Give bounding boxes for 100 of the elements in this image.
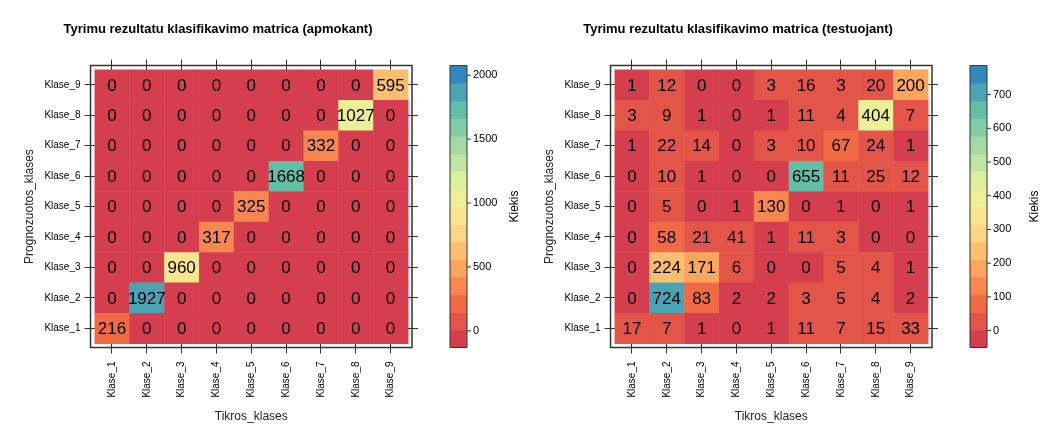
color-bar-label: 1000: [473, 196, 498, 209]
chart-title: Tyrimu rezultatu klasifikavimo matrica (testuojant): [583, 21, 893, 37]
color-bar-label: 500: [993, 155, 1012, 168]
data-label: 0: [731, 318, 742, 338]
data-label: 22: [657, 136, 677, 156]
data-label: 0: [385, 166, 396, 186]
y-tick-label: Klase_1: [564, 322, 601, 333]
x-tick-label: Klase_7: [834, 361, 846, 398]
y-tick-label: Klase_6: [564, 169, 601, 181]
data-label: 7: [905, 105, 916, 125]
x-tick-label: Klase_2: [140, 361, 152, 398]
data-label: 0: [281, 75, 291, 95]
data-label: 325: [237, 197, 266, 217]
x-tick-label: Klase_6: [799, 361, 811, 398]
data-label: 14: [692, 136, 712, 156]
y-tick-label: Klase_9: [564, 78, 601, 90]
data-label: 33: [901, 318, 921, 338]
data-label: 0: [246, 136, 256, 156]
data-label: 0: [316, 258, 326, 278]
color-bar-label: 600: [993, 121, 1012, 134]
x-tick-label: Klase_8: [869, 361, 881, 398]
data-label: 0: [385, 258, 396, 278]
data-label: 83: [692, 288, 712, 308]
data-label: 0: [107, 105, 117, 125]
data-label: 0: [211, 197, 222, 217]
data-label: 0: [142, 258, 152, 278]
data-label: 0: [176, 75, 187, 95]
data-label: 0: [627, 197, 637, 217]
data-label: 0: [905, 227, 916, 247]
y-tick-label: Klase_4: [564, 230, 601, 242]
data-label: 4: [836, 105, 846, 125]
data-label: 0: [316, 318, 326, 338]
x-tick-label: Klase_5: [765, 361, 777, 398]
color-bar-label: 200: [993, 256, 1012, 269]
x-tick-label: Klase_1: [105, 361, 117, 398]
data-label: 1: [696, 166, 707, 186]
data-label: 0: [211, 105, 222, 125]
data-label: 1: [627, 75, 637, 95]
data-label: 0: [142, 318, 152, 338]
color-bar-label: 100: [993, 289, 1012, 302]
data-label: 1: [905, 258, 916, 278]
data-label: 0: [385, 197, 396, 217]
data-label: 3: [627, 105, 637, 125]
data-label: 0: [281, 136, 291, 156]
data-label: 0: [627, 227, 637, 247]
data-label: 20: [866, 75, 886, 95]
data-label: 11: [797, 318, 815, 338]
x-tick-label: Klase_7: [314, 361, 326, 398]
data-label: 0: [176, 166, 187, 186]
y-tick-label: Klase_6: [44, 169, 81, 181]
chart-title: Tyrimu rezultatu klasifikavimo matrica (apmokant): [63, 21, 373, 37]
color-bar-label: 0: [993, 323, 1000, 336]
data-label: 0: [766, 258, 776, 278]
data-label: 0: [316, 197, 326, 217]
data-label: 9: [662, 105, 672, 125]
x-tick-label: Klase_3: [175, 361, 187, 398]
data-label: 0: [871, 227, 881, 247]
y-tick-label: Klase_2: [44, 291, 81, 303]
data-label: 0: [696, 75, 707, 95]
data-label: 0: [281, 227, 291, 247]
y-tick-label: Klase_3: [44, 261, 81, 273]
x-tick-label: Klase_5: [245, 361, 257, 398]
data-label: 11: [797, 105, 815, 125]
y-axis-title: Prognozuotos_klases: [541, 149, 556, 264]
data-label: 0: [176, 136, 187, 156]
data-label: 10: [796, 136, 816, 156]
y-tick-label: Klase_3: [564, 261, 601, 273]
data-label: 0: [107, 166, 117, 186]
data-label: 7: [662, 318, 672, 338]
data-label: 0: [281, 197, 291, 217]
data-label: 0: [316, 75, 326, 95]
x-tick-label: Klase_9: [384, 361, 396, 398]
data-label: 41: [726, 227, 746, 247]
x-tick-label: Klase_9: [904, 361, 916, 398]
data-label: 0: [385, 227, 396, 247]
data-label: 67: [831, 136, 851, 156]
data-label: 0: [107, 136, 117, 156]
data-label: 0: [176, 288, 187, 308]
data-label: 0: [351, 288, 361, 308]
data-label: 0: [766, 166, 776, 186]
color-bar-title: Kiekis: [1027, 190, 1042, 223]
data-label: 0: [246, 318, 256, 338]
y-tick-label: Klase_1: [44, 322, 81, 333]
data-label: 0: [211, 75, 222, 95]
data-label: 1: [836, 197, 846, 217]
data-label: 0: [385, 318, 396, 338]
color-bar-label: 400: [993, 188, 1012, 201]
data-label: 0: [281, 258, 291, 278]
data-label: 0: [351, 318, 361, 338]
data-label: 0: [731, 166, 742, 186]
data-label: 0: [801, 197, 811, 217]
data-label: 5: [836, 258, 846, 278]
data-label: 0: [801, 258, 811, 278]
data-label: 0: [107, 258, 117, 278]
data-label: 3: [836, 227, 846, 247]
data-label: 2: [766, 288, 776, 308]
y-tick-label: Klase_4: [44, 230, 81, 242]
data-label: 0: [142, 136, 152, 156]
data-label: 0: [211, 258, 222, 278]
data-label: 404: [861, 105, 890, 125]
